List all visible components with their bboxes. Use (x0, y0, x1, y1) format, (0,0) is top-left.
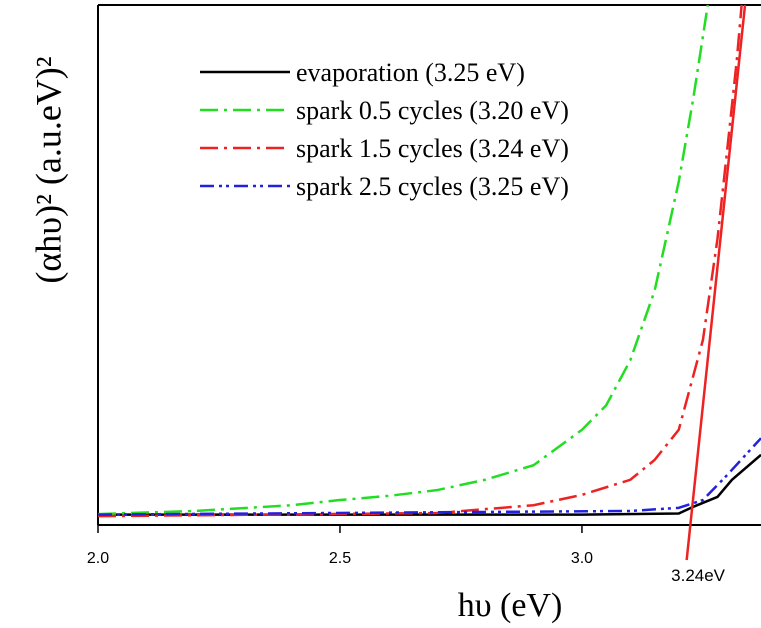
x-axis-label: hυ (eV) (458, 587, 563, 624)
legend-label: evaporation (3.25 eV) (296, 58, 525, 87)
legend-label: spark 0.5 cycles (3.20 eV) (296, 96, 569, 125)
fit-line-extension (685, 524, 692, 561)
x-tick-label: 3.0 (571, 550, 593, 567)
x-tick-label: 2.5 (329, 550, 351, 567)
series-line (97, 4, 743, 518)
x-tick-label: 2.0 (87, 550, 109, 567)
annotation: 3.24eV (671, 566, 726, 585)
y-axis-label: (αhυ)² (a.u.eV)² (28, 56, 68, 283)
legend-label: spark 2.5 cycles (3.25 eV) (296, 172, 569, 201)
series-line (97, 437, 761, 516)
legend-label: spark 1.5 cycles (3.24 eV) (296, 134, 569, 163)
series-line (98, 453, 761, 516)
series-line (97, 4, 710, 516)
fit-line (689, 4, 747, 526)
